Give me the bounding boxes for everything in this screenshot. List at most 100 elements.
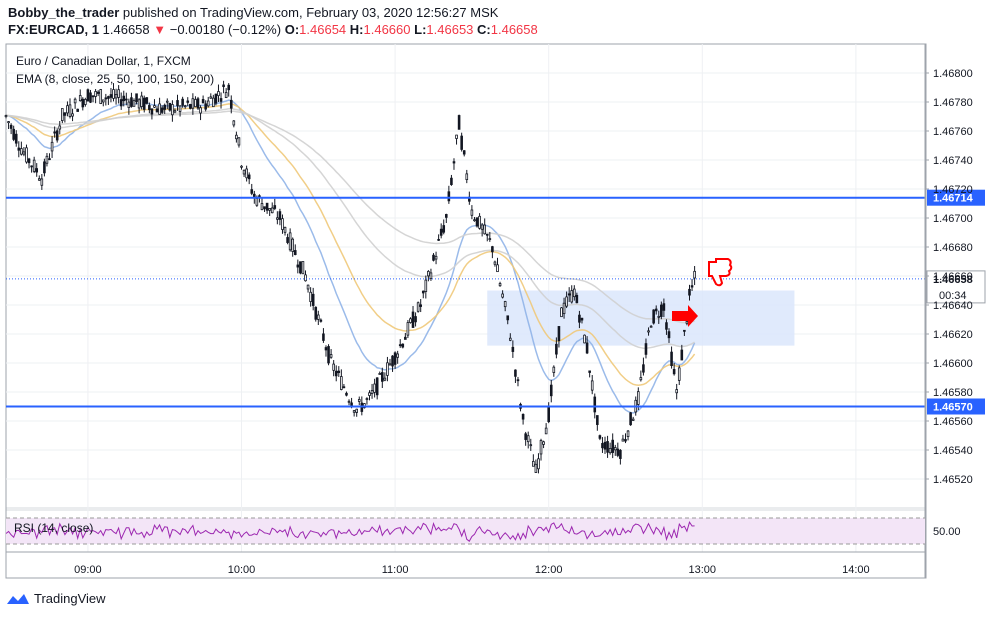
candle-body bbox=[340, 376, 343, 390]
annotation-markers bbox=[672, 258, 733, 327]
candle-body bbox=[55, 130, 59, 141]
candlestick-series bbox=[4, 80, 696, 474]
candle-body bbox=[473, 219, 476, 222]
candle-body bbox=[32, 159, 36, 172]
candle-body bbox=[532, 461, 535, 467]
y-tick-label: 1.46540 bbox=[933, 445, 973, 457]
candle-body bbox=[660, 304, 663, 317]
candle-body bbox=[560, 307, 563, 318]
candle-body bbox=[588, 370, 591, 373]
candle-body bbox=[224, 92, 228, 99]
candle-body bbox=[109, 94, 113, 98]
candle-body bbox=[273, 205, 277, 209]
candle-body bbox=[48, 158, 51, 161]
instrument-legend: Euro / Canadian Dollar, 1, FXCM bbox=[16, 54, 191, 68]
candle-body bbox=[439, 228, 443, 236]
candle-body bbox=[209, 96, 213, 99]
chart-header: Bobby_the_trader published on TradingVie… bbox=[8, 4, 538, 38]
candle-body bbox=[311, 293, 315, 306]
candle-body bbox=[391, 355, 394, 367]
rsi-legend: RSI (14, close) bbox=[14, 521, 94, 535]
candle-body bbox=[624, 439, 627, 442]
candle-body bbox=[572, 288, 576, 298]
tradingview-logo[interactable]: TradingView bbox=[6, 591, 106, 606]
header-line-2: FX:EURCAD, 1 1.46658 ▼ −0.00180 (−0.12%)… bbox=[8, 21, 538, 38]
y-tick-label: 1.46580 bbox=[933, 387, 973, 399]
candle-body bbox=[452, 161, 456, 164]
candle-body bbox=[493, 261, 497, 265]
candle-body bbox=[347, 400, 351, 403]
candle-body bbox=[424, 279, 428, 292]
candle-body bbox=[50, 141, 54, 152]
candle-body bbox=[186, 100, 190, 103]
candle-body bbox=[621, 438, 625, 442]
level-label: 1.46570 bbox=[933, 402, 973, 414]
candle-body bbox=[89, 92, 92, 103]
candle-body bbox=[693, 270, 696, 279]
candle-body bbox=[73, 98, 77, 104]
candle-body bbox=[593, 396, 597, 413]
candle-body bbox=[119, 99, 123, 107]
author-name[interactable]: Bobby_the_trader bbox=[8, 5, 120, 20]
candle-body bbox=[547, 406, 550, 423]
candle-body bbox=[181, 98, 184, 106]
symbol-label: FX:EURCAD, 1 bbox=[8, 22, 100, 37]
candle-body bbox=[642, 364, 645, 373]
open-value: 1.46654 bbox=[299, 22, 347, 37]
publish-info: published on TradingView.com, February 0… bbox=[122, 5, 499, 20]
candle-body bbox=[619, 449, 622, 459]
candle-body bbox=[427, 271, 430, 277]
y-tick-label: 1.46560 bbox=[933, 416, 973, 428]
candle-body bbox=[299, 261, 302, 274]
brand-name: TradingView bbox=[34, 591, 106, 606]
candle-body bbox=[583, 334, 586, 344]
candle-body bbox=[414, 316, 417, 323]
candle-body bbox=[685, 321, 689, 324]
chart-grid bbox=[5, 43, 927, 579]
y-tick-label: 1.46740 bbox=[933, 155, 973, 167]
candle-body bbox=[322, 333, 325, 341]
candle-body bbox=[598, 435, 602, 439]
x-tick-label: 12:00 bbox=[535, 564, 563, 576]
candle-body bbox=[381, 372, 384, 382]
candle-body bbox=[229, 99, 233, 109]
candle-body bbox=[158, 103, 161, 115]
candle-body bbox=[86, 89, 90, 102]
candle-body bbox=[53, 131, 56, 134]
candle-body bbox=[675, 389, 678, 394]
candle-body bbox=[365, 398, 369, 400]
chart-border bbox=[5, 43, 927, 579]
last-price: 1.46658 bbox=[102, 22, 150, 37]
candle-body bbox=[603, 441, 607, 450]
candle-body bbox=[191, 98, 195, 109]
candle-body bbox=[148, 105, 151, 110]
candle-body bbox=[516, 379, 520, 382]
down-arrow-icon: ▼ bbox=[153, 22, 167, 37]
candle-body bbox=[465, 173, 469, 181]
candle-body bbox=[457, 115, 461, 130]
candle-body bbox=[232, 120, 236, 126]
candle-body bbox=[445, 214, 448, 218]
candle-body bbox=[37, 178, 41, 181]
candle-body bbox=[506, 315, 510, 321]
candle-body bbox=[639, 377, 643, 381]
candle-body bbox=[291, 238, 295, 252]
level-label-bg bbox=[927, 398, 985, 415]
candle-body bbox=[66, 105, 69, 114]
candle-body bbox=[688, 288, 691, 296]
candle-body bbox=[570, 290, 574, 303]
candle-body bbox=[386, 362, 389, 376]
candle-body bbox=[176, 100, 179, 107]
candle-body bbox=[383, 377, 387, 381]
candle-body bbox=[442, 225, 446, 233]
last-price-label: 1.46658 bbox=[933, 274, 973, 286]
y-tick-label: 1.46680 bbox=[933, 242, 973, 254]
candle-body bbox=[20, 148, 23, 155]
candle-body bbox=[265, 202, 269, 211]
candle-body bbox=[352, 410, 356, 413]
candle-body bbox=[227, 84, 231, 91]
candle-body bbox=[196, 98, 200, 109]
candle-body bbox=[370, 390, 374, 394]
y-tick-label: 1.46720 bbox=[933, 184, 973, 196]
